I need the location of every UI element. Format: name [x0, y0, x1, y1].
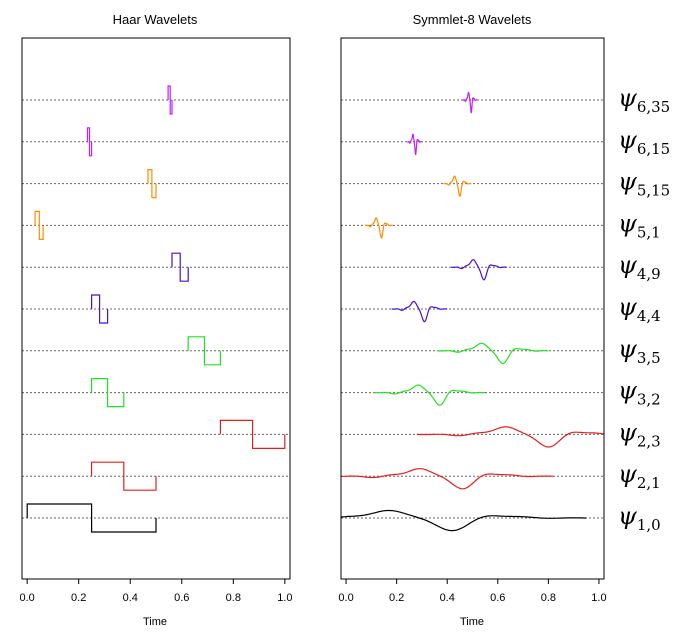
wavelet-label-2-3: ψ2,3 [618, 418, 661, 450]
wavelet-label-2-1: ψ2,1 [618, 460, 661, 492]
symmlet-x-tick-label: 1.0 [591, 592, 606, 604]
wavelet-label-column: ψ6,35 ψ6,15 ψ5,15 ψ5,1 ψ4,9 ψ4,4 ψ3,5 ψ3,2 ψ2,3 ψ… [618, 84, 670, 534]
haar-wavelet-3-5 [187, 336, 221, 366]
haar-x-tick-label: 1.0 [277, 592, 292, 604]
symmlet-wavelet-3-5 [437, 342, 549, 364]
haar-wavelet-1-0 [26, 503, 157, 533]
haar-wavelet-2-1 [91, 461, 157, 491]
symmlet-plot-frame [340, 37, 605, 580]
wavelet-label-3-2: ψ3,2 [618, 377, 661, 409]
symmlet-x-tick-label: 0.8 [541, 592, 556, 604]
symmlet-x-tick-label: 0.4 [440, 592, 455, 604]
symmlet-wavelet-4-9 [451, 259, 507, 281]
symmlet-wavelet-6-15 [406, 133, 422, 155]
wavelet-label-3-5: ψ3,5 [618, 335, 661, 367]
haar-x-tick-label: 0.4 [123, 592, 138, 604]
wavelet-label-6-35: ψ6,35 [618, 84, 670, 116]
wavelet-label-4-4: ψ4,4 [618, 293, 661, 325]
haar-wavelet-6-15 [86, 127, 93, 157]
wavelet-label-1-0: ψ1,0 [618, 502, 661, 534]
symmlet-plot-area: 0.0 0.2 0.4 0.6 0.8 1.0 [338, 91, 607, 604]
symmlet-wavelet-5-15 [443, 175, 472, 197]
haar-wavelet-5-1 [34, 210, 44, 240]
symmlet-wavelet-2-3 [416, 426, 605, 448]
symmlet-wavelet-4-4 [391, 300, 448, 323]
haar-x-tick-label: 0.2 [71, 592, 86, 604]
symmlet-panel-title: Symmlet-8 Wavelets [413, 12, 532, 27]
haar-x-axis-label: Time [143, 616, 167, 628]
wavelet-label-5-1: ψ5,1 [618, 209, 661, 241]
haar-x-tick-label: 0.0 [20, 592, 35, 604]
haar-wavelet-6-35 [167, 85, 173, 115]
haar-panel-title: Haar Wavelets [113, 12, 198, 27]
haar-x-tick-label: 0.8 [226, 592, 241, 604]
haar-wavelet-3-2 [91, 378, 125, 408]
symmlet-wavelet-5-1 [364, 217, 393, 239]
haar-wavelet-4-9 [171, 252, 189, 282]
wavelet-label-5-15: ψ5,15 [618, 168, 670, 200]
symmlet-wavelet-2-1 [341, 468, 554, 490]
haar-wavelet-2-3 [219, 419, 286, 449]
haar-plot-area: 0.0 0.2 0.4 0.6 0.8 1.0 [20, 85, 292, 604]
symmlet-wavelet-1-0 [340, 509, 587, 532]
symmlet-wavelet-6-35 [462, 91, 478, 114]
symmlet-x-tick-label: 0.2 [389, 592, 404, 604]
wavelet-label-6-15: ψ6,15 [618, 126, 670, 158]
haar-plot-frame [21, 37, 291, 580]
symmlet-x-tick-label: 0.6 [490, 592, 505, 604]
haar-x-tick-label: 0.6 [174, 592, 189, 604]
symmlet-x-tick-label: 0.0 [338, 592, 353, 604]
symmlet-x-axis-label: Time [460, 616, 484, 628]
symmlet-wavelet-3-2 [373, 384, 486, 406]
haar-wavelet-4-4 [91, 294, 109, 324]
haar-wavelet-5-15 [147, 169, 157, 199]
wavelet-label-4-9: ψ4,9 [618, 251, 661, 283]
